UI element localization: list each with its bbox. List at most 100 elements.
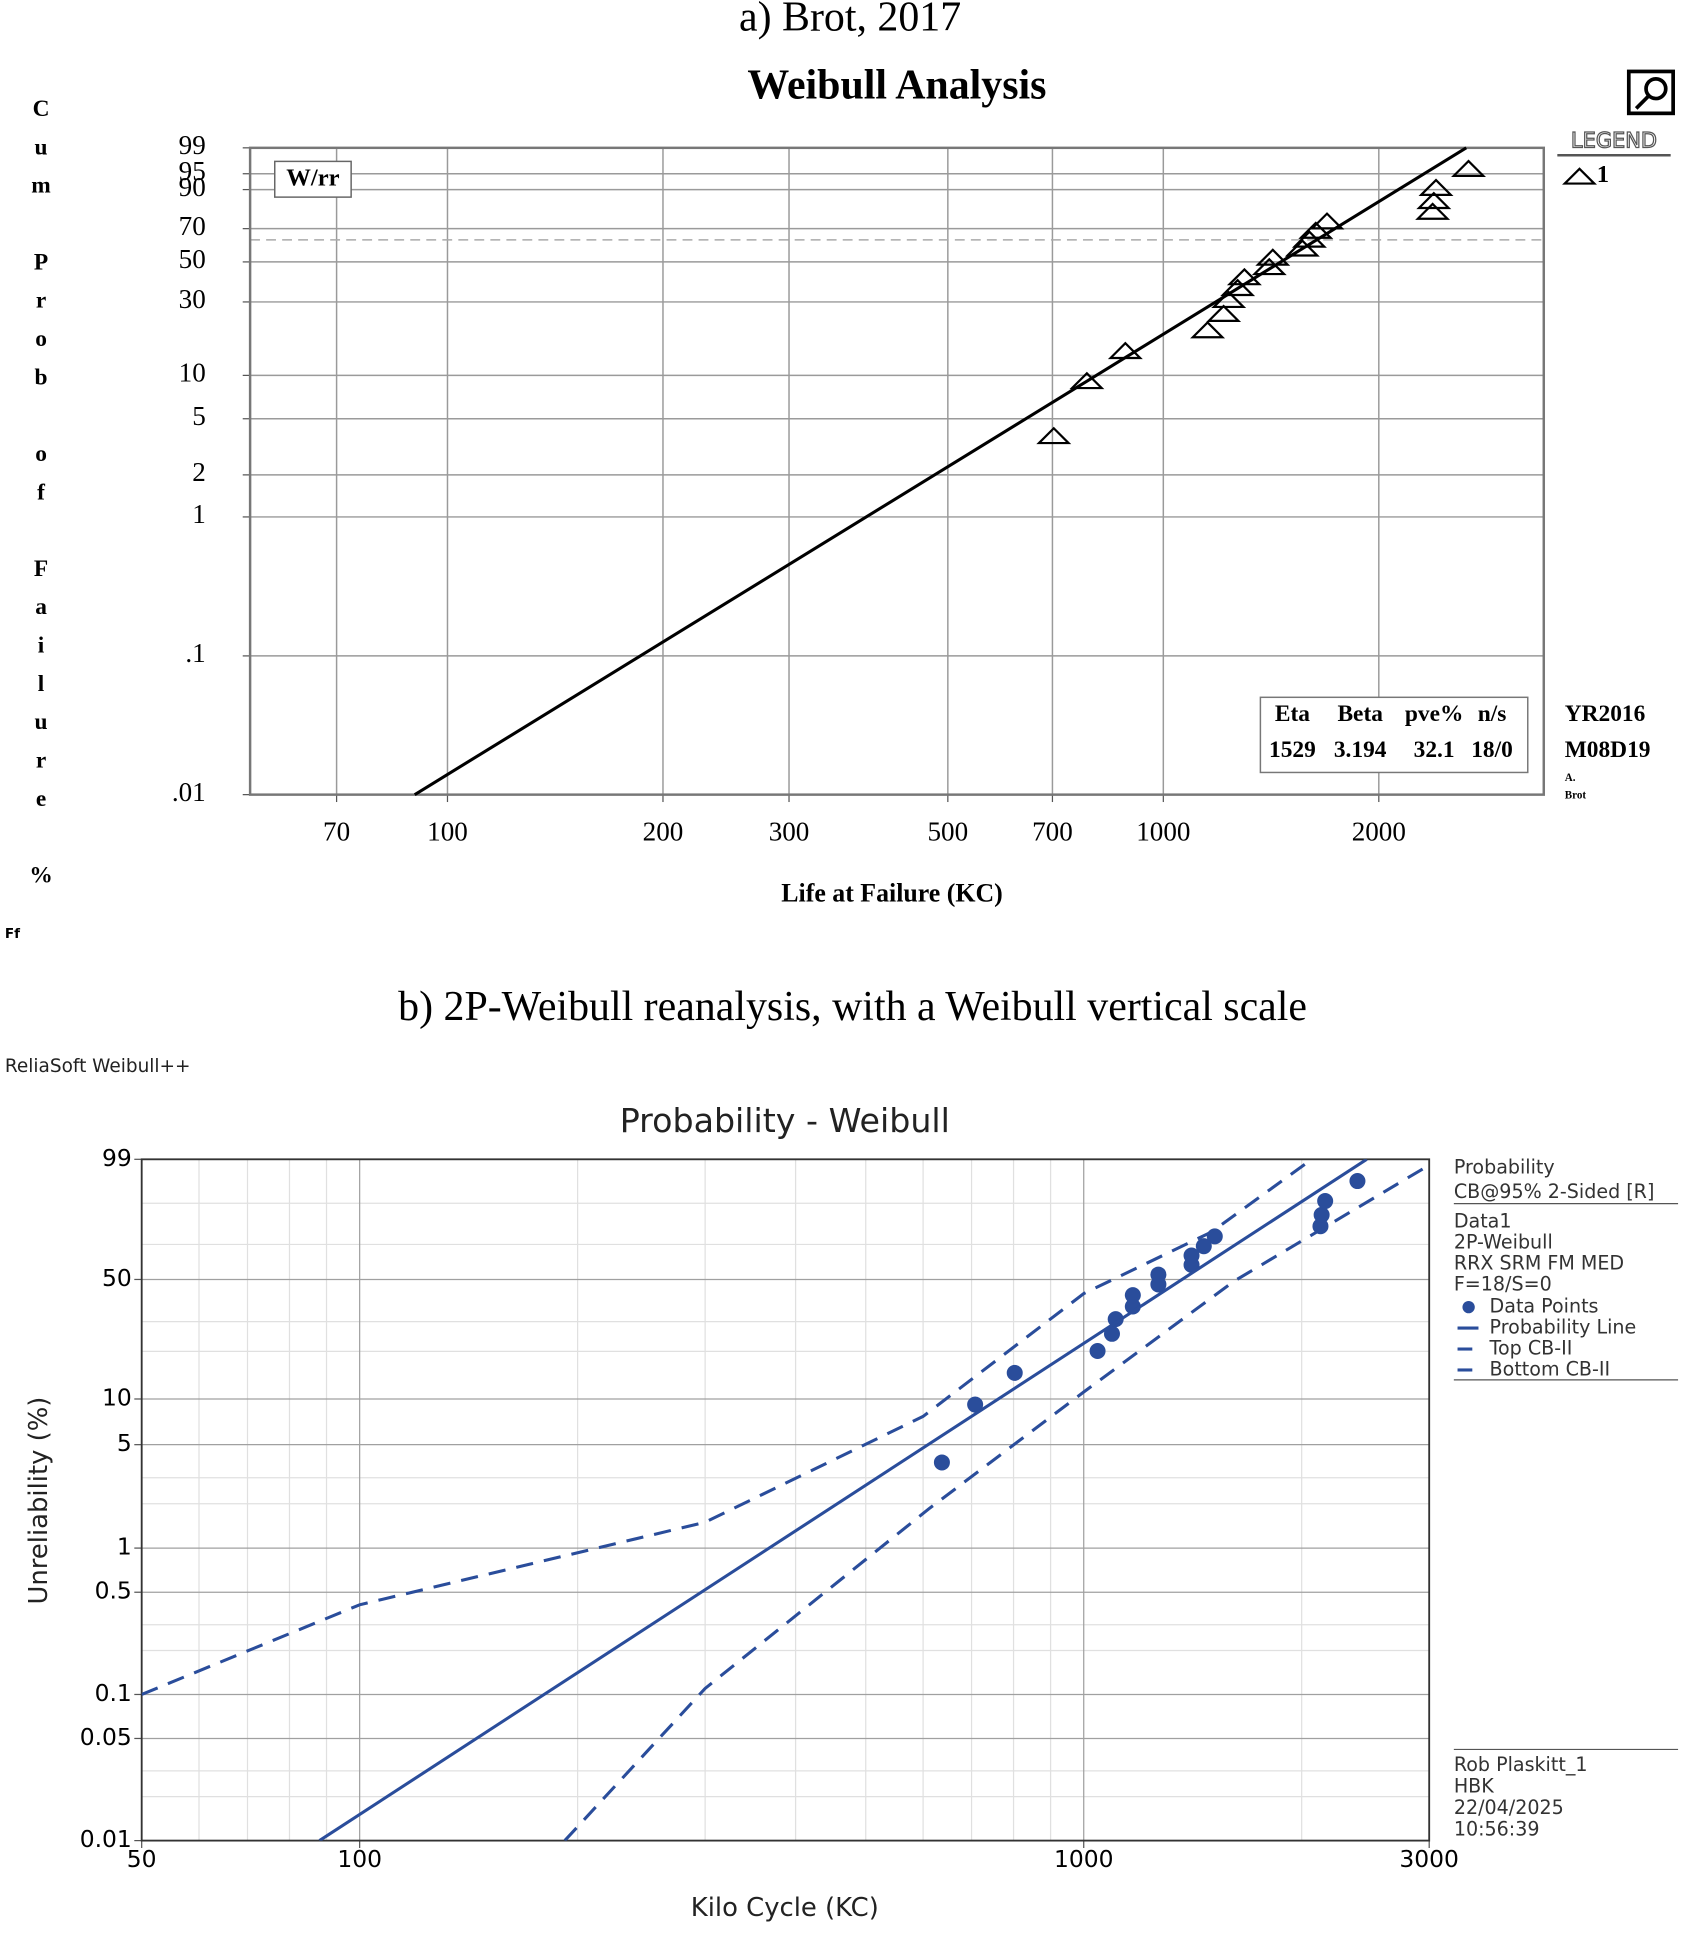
series-line [141, 1159, 1313, 1696]
legend-label: Probability Line [1490, 1316, 1637, 1339]
x-tick-label: 3000 [1399, 1845, 1459, 1873]
data-point [933, 1454, 950, 1471]
data-point [1349, 1173, 1366, 1190]
data-point [1317, 1193, 1334, 1210]
data-point [1069, 371, 1105, 390]
legend-info: RRX SRM FM MED [1454, 1252, 1624, 1275]
legend-label: Data Points [1490, 1295, 1599, 1318]
x-tick-label: 700 [1032, 816, 1073, 846]
footer-text: 10:56:39 [1454, 1818, 1540, 1841]
chart-title: Probability - Weibull [620, 1101, 950, 1140]
legend-label: 1 [1597, 161, 1609, 188]
data-point [1211, 290, 1247, 309]
data-point [1298, 221, 1334, 239]
legend-marker [1462, 1300, 1475, 1314]
caption: b) 2P-Weibull reanalysis, with a Weibull… [398, 984, 1307, 1030]
stamp: Brot [1565, 789, 1587, 801]
y-tick-label: 5 [117, 1429, 132, 1457]
y-tick-label: 95 [179, 156, 206, 186]
corner-mark: Ff [5, 926, 21, 942]
software: ReliaSoft Weibull++ [5, 1056, 191, 1077]
y-tick-label: 2 [192, 457, 206, 487]
y-axis-label: Unreliability (%) [24, 1397, 54, 1605]
data-point [1006, 1364, 1023, 1381]
legend-header: Probability [1454, 1155, 1555, 1178]
x-tick-label: 70 [323, 816, 350, 846]
stats-header: n/s [1478, 701, 1507, 727]
data-point [1107, 1311, 1124, 1328]
y-tick-label: 10 [102, 1383, 132, 1411]
series-line [318, 1159, 1368, 1841]
legend-label: Bottom CB-II [1490, 1357, 1611, 1380]
x-tick-label: 2000 [1352, 816, 1406, 846]
x-tick-label: 100 [337, 1845, 382, 1873]
x-tick-label: 1000 [1136, 816, 1190, 846]
data-point [1226, 267, 1262, 286]
x-tick-label: 500 [928, 816, 969, 846]
data-point [1103, 1325, 1120, 1342]
x-tick-label: 50 [127, 1845, 157, 1873]
stats-header: Beta [1337, 701, 1383, 727]
data-point [1416, 191, 1452, 210]
legend-info: F=18/S=0 [1454, 1272, 1552, 1295]
x-axis-label: Kilo Cycle (KC) [691, 1893, 879, 1923]
y-tick-label: 0.01 [80, 1825, 132, 1853]
data-point [1309, 212, 1345, 230]
data-point [1195, 1238, 1212, 1255]
stats-value: 18/0 [1471, 737, 1513, 763]
zoom-icon [1626, 69, 1675, 116]
legend-info: Data1 [1454, 1210, 1512, 1233]
data-point [1206, 1228, 1223, 1245]
method-label: W/rr [286, 165, 339, 192]
legend-title: LEGEND [1571, 129, 1657, 153]
data-point [1124, 1287, 1141, 1304]
stats-header: Eta [1275, 701, 1310, 727]
plot-frame [140, 1158, 1431, 1842]
y-tick-label: 99 [102, 1144, 132, 1172]
y-tick-label: 99 [179, 130, 206, 160]
data-point [1291, 230, 1327, 248]
y-tick-label: 70 [179, 211, 206, 241]
legend-header: CB@95% 2-Sided [R] [1454, 1180, 1655, 1203]
method-box [274, 160, 352, 198]
x-tick-label: 200 [643, 816, 684, 846]
data-point [1415, 202, 1451, 220]
y-tick-label: 90 [179, 172, 206, 202]
plot-frame [248, 146, 1546, 796]
stats-value: 32.1 [1414, 737, 1455, 763]
y-tick-label: 0.05 [80, 1723, 132, 1751]
data-point [1206, 304, 1242, 322]
x-tick-label: 1000 [1054, 1845, 1114, 1873]
x-axis-label: Life at Failure (KC) [781, 879, 1002, 908]
legend-marker [1562, 167, 1597, 185]
caption: a) Brot, 2017 [739, 0, 961, 41]
data-point [1036, 426, 1072, 445]
stamp: YR2016 [1565, 701, 1646, 727]
stats-value: 1529 [1269, 737, 1316, 763]
y-axis-label: Cum Prob of Failure % [28, 96, 54, 901]
legend-label: Top CB-II [1489, 1337, 1573, 1360]
data-point [1284, 239, 1320, 257]
footer-text: 22/04/2025 [1454, 1796, 1564, 1819]
y-tick-label: 0.5 [95, 1577, 132, 1605]
data-point [1107, 341, 1143, 360]
y-tick-label: 10 [179, 358, 206, 388]
data-point [1190, 320, 1226, 339]
series-line [563, 1163, 1430, 1841]
stats-box [1259, 696, 1529, 774]
stats-header: pve% [1405, 701, 1463, 727]
y-tick-label: 50 [179, 244, 206, 274]
legend-info: 2P-Weibull [1454, 1231, 1553, 1254]
y-tick-label: .01 [172, 777, 206, 807]
data-point [1255, 248, 1291, 266]
data-point [967, 1396, 984, 1413]
y-tick-label: 0.1 [95, 1679, 132, 1707]
footer-text: Rob Plaskitt_1 [1454, 1753, 1588, 1776]
y-tick-label: 5 [192, 401, 206, 431]
y-tick-label: 1 [117, 1533, 132, 1561]
footer-text: HBK [1454, 1775, 1494, 1798]
y-tick-label: 30 [179, 284, 206, 314]
